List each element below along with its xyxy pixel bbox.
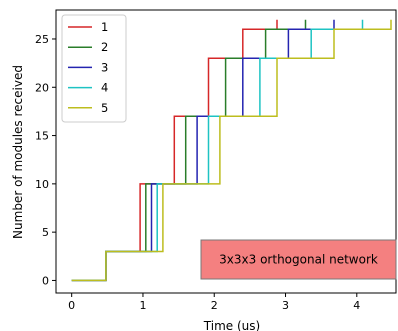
annotation: 3x3x3 orthogonal network [200,239,397,280]
annotation-text: 3x3x3 orthogonal network [219,253,378,267]
y-tick-label-5: 5 [42,226,49,239]
y-tick-label-25: 25 [35,33,49,46]
x-tick-label-3: 3 [282,299,289,312]
legend-frame [61,14,127,123]
series-line-5 [71,19,392,282]
x-tick-label-1: 1 [139,299,146,312]
x-axis: 0 1 2 3 4 [68,293,360,312]
plot-frame [55,9,397,294]
legend-label-2: 2 [101,40,108,54]
y-tick-label-10: 10 [35,178,49,191]
y-tick-label-20: 20 [35,81,49,94]
legend-label-5: 5 [101,101,108,115]
legend-label-4: 4 [101,81,108,95]
x-axis-label: Time (us) [203,319,260,331]
series-layer [71,19,392,282]
y-tick-label-0: 0 [42,274,49,287]
legend-label-1: 1 [101,20,108,34]
y-axis-label: Number of modules received [11,65,25,239]
legend: 1 2 3 4 5 [61,14,127,123]
x-tick-label-0: 0 [68,299,75,312]
x-tick-label-4: 4 [353,299,360,312]
x-tick-label-2: 2 [211,299,218,312]
legend-label-3: 3 [101,60,108,74]
y-axis: 0 5 10 15 20 25 [35,33,56,287]
annotation-box [200,239,397,280]
y-tick-label-15: 15 [35,130,49,143]
